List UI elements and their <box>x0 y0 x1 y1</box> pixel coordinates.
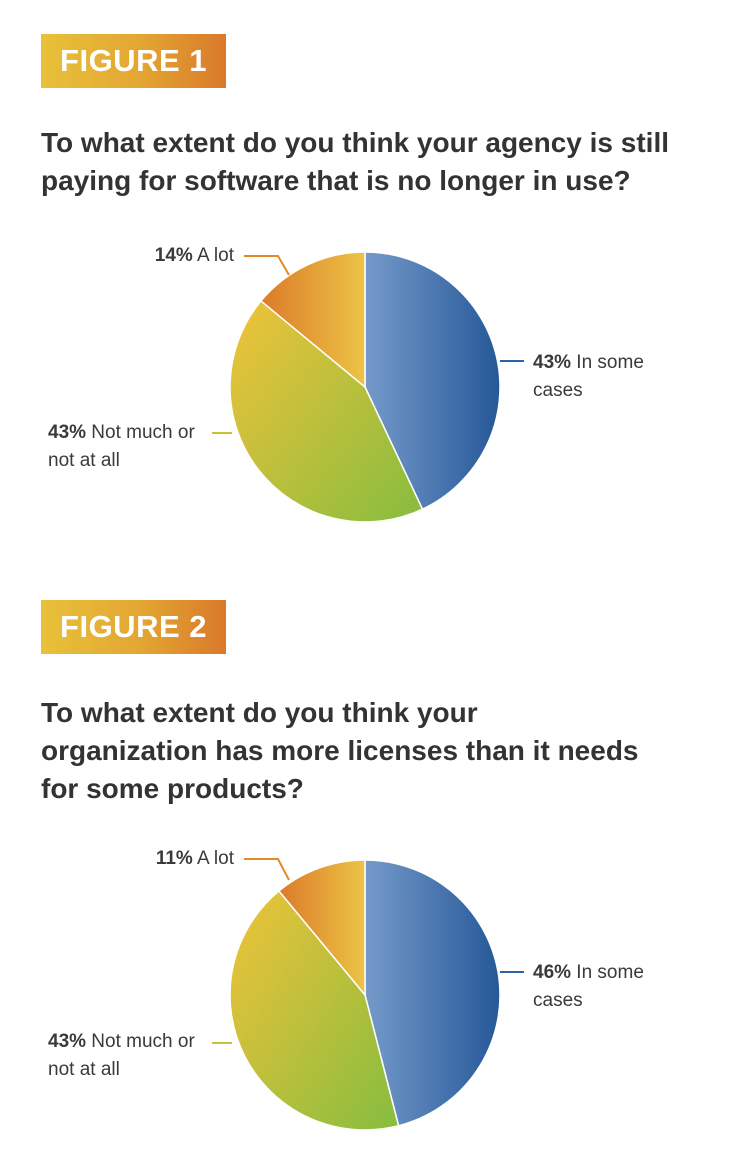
slice-percent: 46% <box>533 962 571 983</box>
pie-slice <box>277 859 366 998</box>
slice-label-line: cases <box>533 380 583 401</box>
pie-slice <box>229 299 424 523</box>
figure-1-pie-chart: 43% In some cases 43% Not much or not at al… <box>48 245 644 523</box>
slice-label-text: Not much or <box>86 422 195 443</box>
slice-label: 43% Not much or <box>48 422 195 443</box>
figure-2-pie-chart: 46% In some cases 43% Not much or not at al… <box>48 848 644 1131</box>
slice-percent: 43% <box>533 352 571 373</box>
slice-label-line: cases <box>533 990 583 1011</box>
slice-label: 14% A lot <box>155 245 235 266</box>
leader-line <box>244 858 290 881</box>
leader-line <box>244 255 290 276</box>
slice-label: 11% A lot <box>156 848 235 869</box>
pie-slice <box>364 859 501 1127</box>
figure-2-question: To what extent do you think your organiz… <box>41 694 711 808</box>
figure-1-badge: FIGURE 1 <box>41 34 226 88</box>
pie-slice <box>364 251 501 511</box>
figure-1-question: To what extent do you think your agency … <box>41 124 711 200</box>
pie-slice <box>259 251 366 389</box>
slice-label-text: In some <box>571 352 644 373</box>
slice-label-text: In some <box>571 962 644 983</box>
slice-label: 43% In some <box>533 352 644 373</box>
figure-2-question-line: organization has more licenses than it n… <box>41 735 639 766</box>
slice-label-text: A lot <box>193 848 235 869</box>
slice-percent: 11% <box>156 848 193 869</box>
slice-percent: 14% <box>155 245 193 266</box>
figure-2-badge: FIGURE 2 <box>41 600 226 654</box>
slice-percent: 43% <box>48 1031 86 1052</box>
slice-label-line: not at all <box>48 1059 120 1080</box>
slice-percent: 43% <box>48 422 86 443</box>
slice-label: 43% Not much or <box>48 1031 195 1052</box>
slice-label: 46% In some <box>533 962 644 983</box>
slice-label-text: Not much or <box>86 1031 195 1052</box>
slice-label-text: A lot <box>193 245 235 266</box>
figure-2-question-line: To what extent do you think your <box>41 697 478 728</box>
figure-1-question-line: To what extent do you think your agency … <box>41 127 670 158</box>
pie-slice <box>229 889 400 1131</box>
slice-label-line: not at all <box>48 450 120 471</box>
figure-1-question-line: paying for software that is no longer in… <box>41 165 631 196</box>
figure-2-question-line: for some products? <box>41 773 304 804</box>
